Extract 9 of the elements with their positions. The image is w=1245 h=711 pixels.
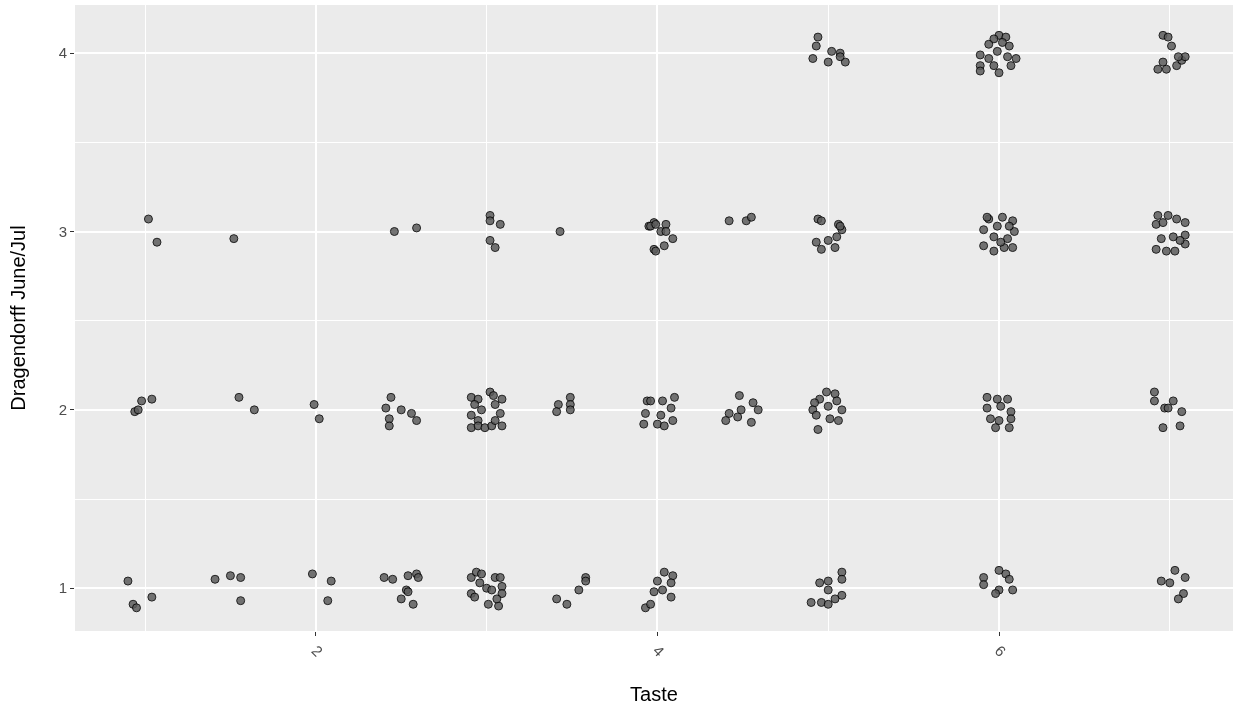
y-tick-label: 4 [58, 44, 67, 62]
y-tick-label: 3 [58, 222, 67, 240]
x-tick-label: 6 [991, 641, 1010, 660]
y-tick-label: 1 [58, 579, 67, 597]
y-axis-title: Dragendorff June/Jul [7, 225, 29, 411]
y-tick-label: 2 [58, 401, 67, 419]
x-tick-label: 4 [650, 641, 668, 660]
x-axis-title: Taste [630, 683, 678, 705]
x-tick-label: 2 [308, 641, 327, 660]
